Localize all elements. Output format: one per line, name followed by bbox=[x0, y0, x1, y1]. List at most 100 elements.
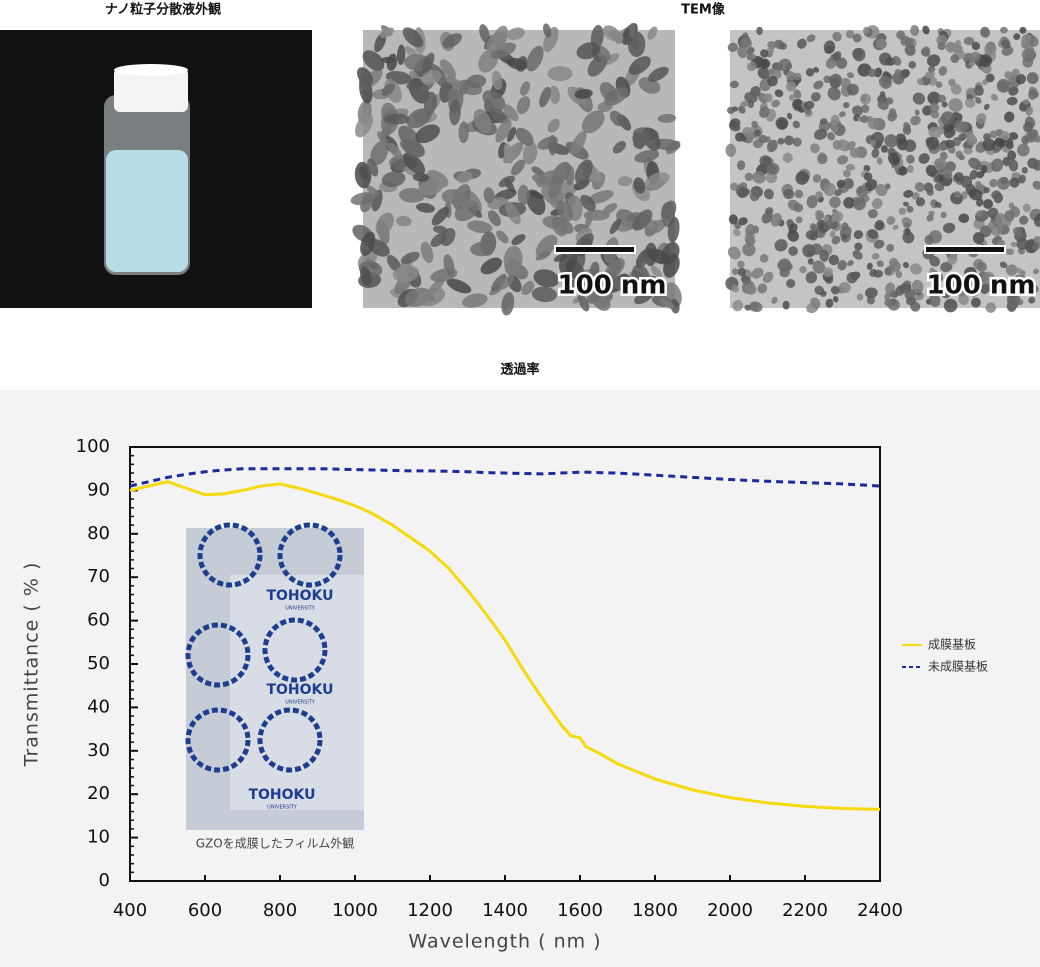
particle bbox=[846, 72, 855, 79]
particle bbox=[949, 280, 956, 286]
particle bbox=[831, 235, 841, 245]
particle bbox=[829, 77, 841, 89]
particle bbox=[392, 265, 420, 283]
particle bbox=[765, 207, 774, 215]
scale-bars: 100 nm 100 nm bbox=[554, 245, 1038, 303]
particle bbox=[421, 70, 442, 85]
particle bbox=[473, 109, 492, 133]
particle bbox=[996, 177, 1010, 190]
particle bbox=[928, 126, 941, 140]
particle bbox=[927, 65, 936, 73]
particle bbox=[765, 275, 772, 282]
particle bbox=[1000, 26, 1008, 34]
particle bbox=[837, 155, 849, 165]
particle bbox=[892, 55, 902, 66]
particle bbox=[1005, 264, 1018, 276]
particle bbox=[759, 106, 770, 118]
particle bbox=[823, 183, 837, 197]
particle bbox=[939, 143, 948, 152]
particle bbox=[795, 216, 803, 224]
particle bbox=[578, 276, 591, 293]
particle bbox=[869, 139, 877, 147]
particle bbox=[777, 137, 785, 145]
particle bbox=[879, 52, 892, 66]
particle bbox=[904, 288, 916, 300]
particle bbox=[785, 62, 793, 71]
logo-wreath bbox=[197, 522, 263, 588]
particle bbox=[580, 194, 596, 212]
particle bbox=[573, 179, 590, 191]
particle bbox=[896, 30, 906, 40]
particle bbox=[812, 260, 826, 274]
particle bbox=[915, 197, 926, 207]
particle bbox=[999, 261, 1008, 269]
particle bbox=[852, 197, 867, 211]
particle bbox=[874, 220, 885, 231]
particle bbox=[832, 295, 839, 303]
particle bbox=[974, 163, 983, 171]
particle bbox=[486, 31, 508, 52]
particle bbox=[763, 93, 773, 103]
particle bbox=[987, 207, 999, 219]
particle bbox=[851, 105, 863, 117]
particle bbox=[737, 267, 747, 277]
inset-caption: GZOを成膜したフィルム外観 bbox=[196, 837, 355, 851]
particle bbox=[415, 124, 440, 144]
particle bbox=[974, 85, 984, 96]
particle bbox=[479, 24, 490, 43]
particle bbox=[795, 171, 810, 185]
particle bbox=[760, 49, 769, 58]
particle bbox=[976, 113, 987, 124]
particle bbox=[402, 27, 424, 48]
y-tick-label: 50 bbox=[87, 653, 110, 674]
particle bbox=[813, 80, 824, 90]
particle bbox=[731, 106, 738, 112]
particle bbox=[830, 285, 840, 295]
particle bbox=[746, 61, 757, 72]
particle bbox=[759, 155, 772, 167]
particle bbox=[810, 297, 821, 309]
particle bbox=[517, 184, 530, 206]
particle bbox=[377, 131, 389, 146]
particle bbox=[589, 261, 600, 279]
particle bbox=[1013, 33, 1021, 41]
particle bbox=[547, 118, 560, 133]
particle bbox=[810, 92, 821, 102]
particle bbox=[751, 267, 764, 279]
particle bbox=[829, 230, 836, 238]
particle bbox=[738, 187, 749, 199]
particle bbox=[808, 232, 818, 241]
particle bbox=[784, 135, 794, 146]
particle bbox=[805, 271, 818, 284]
particle bbox=[831, 125, 839, 133]
particle bbox=[971, 297, 981, 308]
logo-wreath bbox=[185, 622, 251, 688]
particle bbox=[966, 133, 976, 143]
particle bbox=[906, 154, 915, 164]
particle bbox=[810, 224, 818, 232]
logo-text: TOHOKU bbox=[248, 787, 315, 803]
particle bbox=[871, 252, 880, 260]
particle bbox=[912, 92, 926, 105]
particle bbox=[813, 128, 828, 140]
particle bbox=[928, 210, 935, 216]
particle bbox=[502, 297, 511, 311]
particle bbox=[470, 241, 495, 257]
particle bbox=[933, 175, 940, 183]
particle bbox=[867, 117, 880, 130]
particle bbox=[794, 189, 804, 199]
particle bbox=[728, 214, 739, 225]
particle bbox=[884, 267, 892, 276]
particle bbox=[647, 26, 658, 40]
particle bbox=[856, 185, 869, 198]
particle bbox=[941, 101, 948, 108]
particle bbox=[985, 302, 997, 313]
particle bbox=[972, 232, 985, 245]
particle bbox=[926, 54, 941, 67]
particle bbox=[731, 268, 739, 275]
particle bbox=[857, 63, 872, 77]
particle bbox=[856, 293, 864, 301]
x-tick-label: 1800 bbox=[632, 900, 678, 921]
particle bbox=[749, 53, 757, 60]
